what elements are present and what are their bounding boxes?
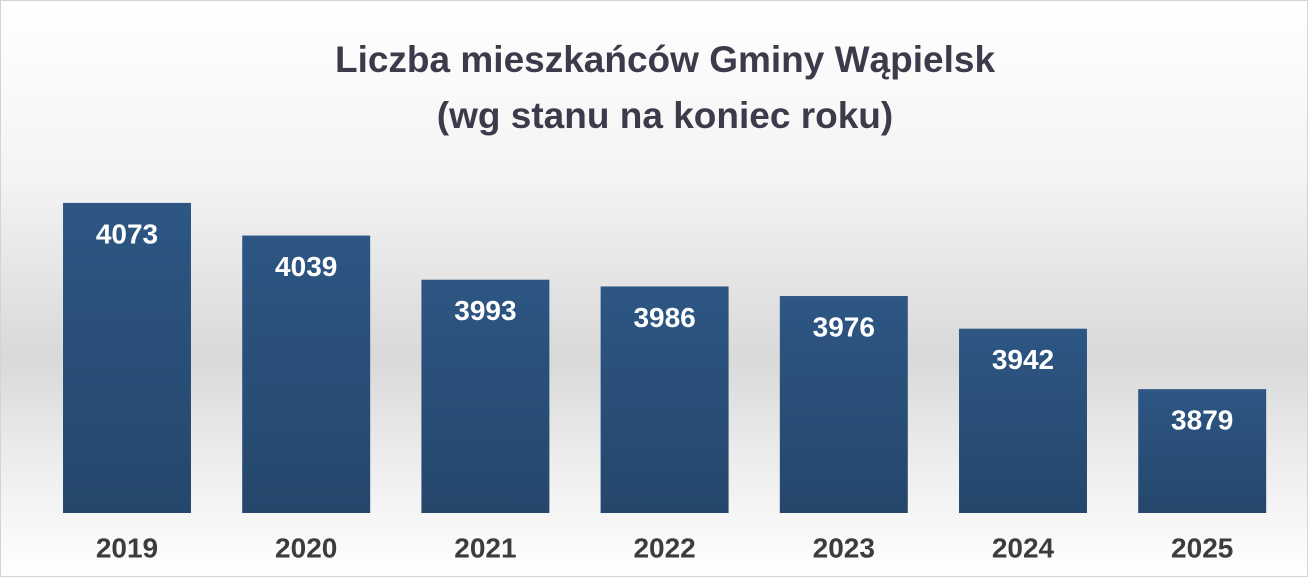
- x-tick-label: 2020: [275, 532, 337, 563]
- bar-shade: [242, 235, 371, 513]
- value-label: 4073: [96, 218, 158, 249]
- chart-title: Liczba mieszkańców Gminy Wąpielsk: [335, 39, 995, 80]
- value-label: 3879: [1171, 405, 1233, 436]
- x-tick-label: 2022: [633, 532, 695, 563]
- value-label: 4039: [275, 251, 337, 282]
- value-label: 3986: [633, 302, 695, 333]
- bar-shade: [421, 279, 550, 513]
- x-tick-label: 2024: [992, 532, 1055, 563]
- x-tick-label: 2023: [813, 532, 875, 563]
- bar-shade: [63, 202, 191, 514]
- value-label: 3942: [992, 344, 1054, 375]
- bar-shade: [600, 286, 729, 513]
- bar-shade: [779, 296, 908, 513]
- value-label: 3993: [454, 295, 516, 326]
- x-tick-label: 2019: [96, 532, 158, 563]
- x-tick-label: 2021: [454, 532, 516, 563]
- value-label: 3976: [813, 311, 875, 342]
- bar-shade: [1138, 389, 1267, 513]
- x-tick-label: 2025: [1171, 532, 1233, 563]
- chart-subtitle: (wg stanu na koniec roku): [437, 95, 893, 136]
- bar-shade: [959, 328, 1087, 513]
